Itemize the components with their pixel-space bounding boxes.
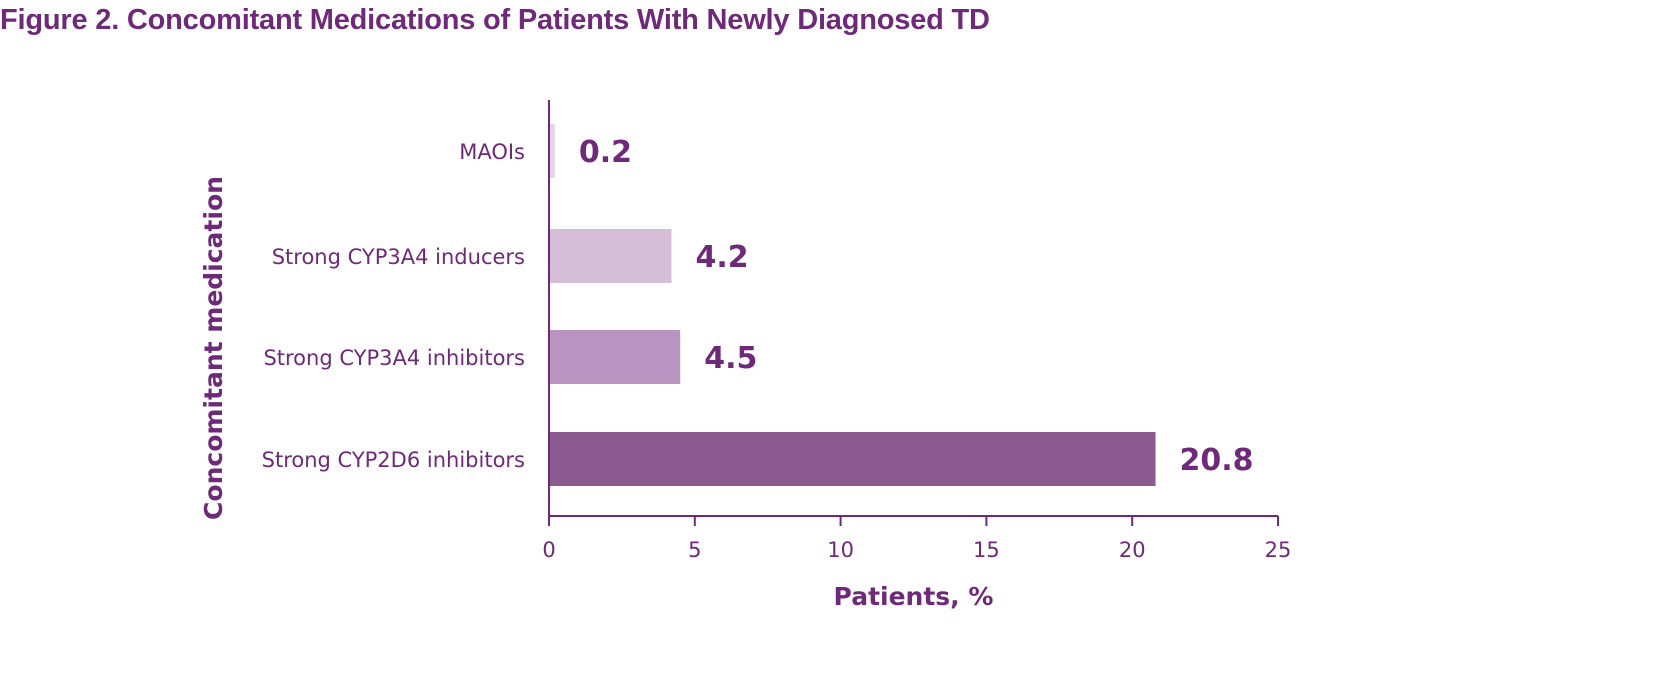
value-label-3: 20.8 (1180, 443, 1254, 478)
value-label-1: 4.2 (695, 240, 748, 275)
value-label-2: 4.5 (704, 341, 757, 376)
category-label-1: Strong CYP3A4 inducers (272, 245, 525, 269)
bars-group: MAOIs 0.2 Strong CYP3A4 inducers 4.2 Strong … (262, 124, 1254, 486)
category-label-3: Strong CYP2D6 inhibitors (262, 448, 525, 472)
x-tick-label-5: 25 (1265, 538, 1292, 562)
bar-0 (549, 124, 555, 178)
bar-1 (549, 229, 672, 283)
x-tick-label-0: 0 (542, 538, 555, 562)
axes-group: 0 5 10 15 20 25 (542, 100, 1291, 562)
x-tick-label-3: 15 (973, 538, 1000, 562)
category-label-2: Strong CYP3A4 inhibitors (263, 346, 525, 370)
bar-3 (549, 432, 1156, 486)
x-tick-label-4: 20 (1119, 538, 1146, 562)
bar-2 (549, 330, 681, 384)
value-label-0: 0.2 (579, 135, 632, 170)
y-axis-title: Concomitant medication (199, 176, 228, 520)
chart-title: Figure 2. Concomitant Medications of Pat… (0, 4, 990, 36)
x-axis-title: Patients, % (834, 582, 994, 611)
x-tick-label-2: 10 (827, 538, 854, 562)
x-tick-label-1: 5 (688, 538, 701, 562)
category-label-0: MAOIs (459, 140, 525, 164)
